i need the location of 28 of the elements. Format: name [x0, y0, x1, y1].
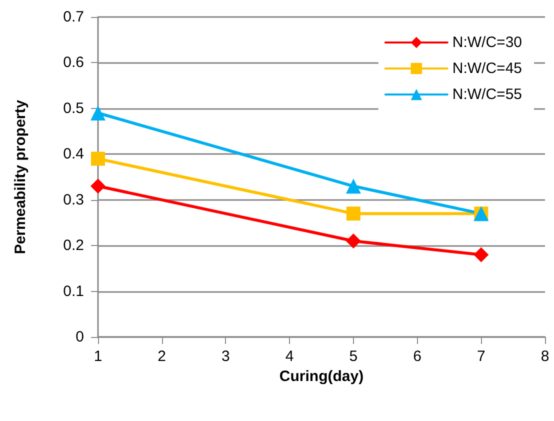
point	[346, 178, 361, 194]
x-tick-label: 6	[413, 348, 422, 365]
point	[90, 178, 106, 194]
y-tick-label: 0.5	[63, 100, 84, 117]
legend-label: N:W/C=45	[452, 60, 522, 77]
y-tick-label: 0.6	[63, 54, 84, 72]
x-tick-label: 4	[285, 348, 294, 365]
x-axis-title: Curing(day)	[279, 368, 364, 385]
y-tick-label: 0.3	[63, 191, 84, 208]
x-tick-label: 8	[540, 348, 550, 365]
y-axis-title: Permeability property	[12, 99, 29, 254]
x-tick-label: 7	[476, 348, 486, 365]
legend-label: N:W/C=55	[452, 86, 522, 103]
y-tick-label: 0.2	[63, 237, 84, 254]
y-tick-label: 0.1	[63, 282, 84, 300]
y-tick-label: 0	[76, 328, 84, 346]
point	[346, 206, 360, 221]
point	[91, 152, 105, 166]
x-tick-label: 3	[222, 348, 230, 365]
point	[90, 106, 106, 120]
x-tick-label: 5	[349, 348, 358, 365]
point	[346, 234, 361, 248]
x-tick-label: 2	[158, 348, 166, 365]
x-tick-label: 1	[94, 348, 102, 365]
y-tick-label: 0.4	[63, 146, 84, 163]
legend-label: N:W/C=30	[452, 34, 522, 51]
point	[474, 247, 489, 262]
y-tick-label: 0.7	[63, 8, 84, 26]
